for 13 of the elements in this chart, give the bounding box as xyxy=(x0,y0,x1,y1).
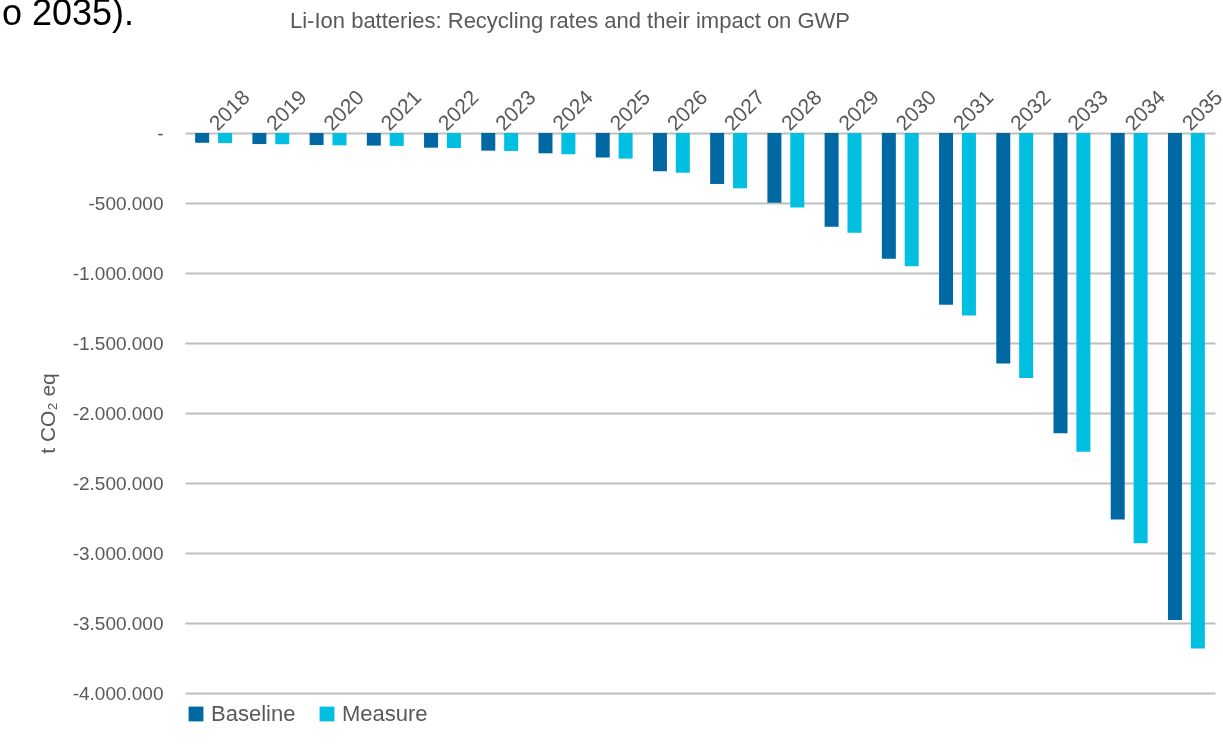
y-tick-label: -500.000 xyxy=(88,192,164,214)
chart-title: Li-Ion batteries: Recycling rates and their impact on GWP xyxy=(290,8,851,33)
y-tick-label: -2.000.000 xyxy=(72,402,164,424)
y-tick-label: -3.000.000 xyxy=(72,542,164,564)
y-axis-title: t CO₂ eq xyxy=(35,373,59,454)
y-tick-label: - xyxy=(157,122,164,144)
legend-label: Baseline xyxy=(211,701,296,726)
y-tick-label: -3.500.000 xyxy=(72,612,164,634)
y-tick-label: -1.500.000 xyxy=(72,332,164,354)
y-tick-label: -1.000.000 xyxy=(72,262,164,284)
y-tick-label: -2.500.000 xyxy=(72,472,164,494)
y-tick-label: -4.000.000 xyxy=(72,682,164,704)
legend-label: Measure xyxy=(342,701,428,726)
